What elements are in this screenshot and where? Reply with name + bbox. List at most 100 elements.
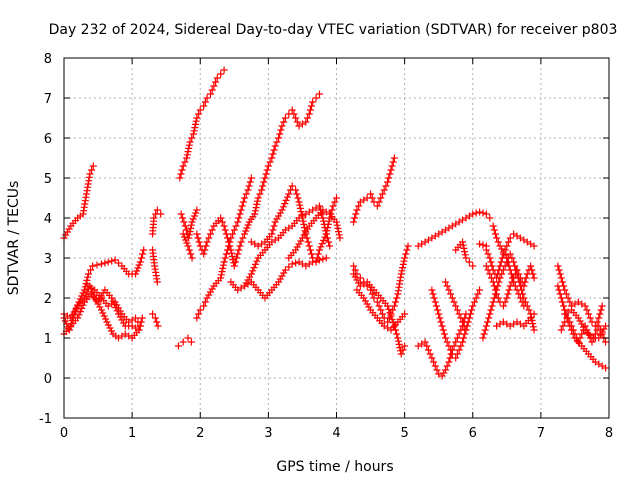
data-point bbox=[76, 308, 84, 316]
data-point bbox=[285, 190, 293, 198]
data-point bbox=[251, 210, 259, 218]
data-point bbox=[481, 326, 489, 334]
x-tick-label: 0 bbox=[60, 426, 68, 441]
data-point bbox=[187, 338, 195, 346]
data-point bbox=[241, 230, 249, 238]
data-point bbox=[273, 215, 281, 223]
data-point bbox=[99, 309, 107, 317]
data-point bbox=[192, 117, 200, 125]
data-point bbox=[505, 262, 513, 270]
data-point bbox=[222, 230, 230, 238]
data-point bbox=[462, 326, 470, 334]
data-point bbox=[520, 282, 528, 290]
data-point bbox=[288, 106, 296, 114]
data-point bbox=[479, 241, 487, 249]
y-tick-label: 4 bbox=[44, 212, 52, 227]
data-point bbox=[219, 264, 227, 272]
series-16 bbox=[241, 202, 334, 290]
data-point bbox=[482, 210, 490, 218]
data-point bbox=[459, 338, 467, 346]
data-point bbox=[281, 200, 289, 208]
data-point bbox=[442, 278, 449, 286]
data-point bbox=[65, 225, 73, 233]
data-point bbox=[298, 234, 306, 242]
data-point bbox=[244, 221, 252, 229]
data-point bbox=[116, 307, 124, 315]
data-point bbox=[153, 278, 161, 286]
series-19 bbox=[350, 154, 398, 226]
data-point bbox=[276, 130, 284, 138]
data-point bbox=[564, 294, 572, 302]
data-point bbox=[384, 302, 392, 310]
data-point bbox=[375, 198, 383, 206]
data-point bbox=[184, 242, 192, 250]
y-tick-label: 8 bbox=[44, 52, 52, 67]
data-point bbox=[191, 120, 199, 128]
data-point bbox=[203, 94, 211, 102]
data-point bbox=[132, 270, 140, 278]
y-tick-label: 2 bbox=[44, 292, 52, 307]
data-point bbox=[365, 303, 373, 311]
data-point bbox=[484, 250, 492, 258]
data-point bbox=[333, 218, 340, 226]
data-point bbox=[93, 261, 101, 269]
data-point bbox=[213, 74, 221, 82]
data-point bbox=[86, 170, 94, 178]
data-point bbox=[498, 270, 506, 278]
data-point bbox=[353, 206, 361, 214]
data-point bbox=[505, 286, 513, 294]
data-point bbox=[355, 279, 363, 287]
data-point bbox=[297, 208, 305, 216]
data-point bbox=[104, 258, 112, 266]
data-point bbox=[202, 242, 210, 250]
data-point bbox=[221, 226, 229, 234]
data-point bbox=[320, 236, 328, 244]
series-34 bbox=[554, 262, 606, 330]
data-point bbox=[196, 106, 204, 114]
data-point bbox=[479, 334, 487, 342]
data-point bbox=[177, 170, 185, 178]
data-point bbox=[63, 228, 71, 236]
data-point bbox=[208, 226, 216, 234]
data-point bbox=[269, 226, 277, 234]
data-point bbox=[135, 326, 143, 334]
data-point bbox=[302, 118, 310, 126]
data-point bbox=[304, 225, 312, 233]
data-point bbox=[244, 186, 252, 194]
data-point bbox=[382, 182, 390, 190]
data-point bbox=[236, 242, 244, 250]
data-point bbox=[503, 254, 511, 262]
data-point bbox=[479, 209, 487, 217]
data-point bbox=[516, 294, 524, 302]
series-26 bbox=[442, 278, 470, 334]
data-point bbox=[333, 221, 341, 229]
data-point bbox=[262, 170, 270, 178]
data-point bbox=[315, 202, 323, 210]
data-point bbox=[218, 218, 226, 226]
series-36 bbox=[557, 314, 610, 346]
data-point bbox=[150, 214, 158, 222]
series-13 bbox=[193, 90, 323, 270]
series-27 bbox=[452, 238, 477, 270]
series-5 bbox=[84, 282, 144, 330]
data-point bbox=[288, 182, 296, 190]
data-point bbox=[237, 238, 245, 246]
data-point bbox=[484, 318, 492, 326]
data-point bbox=[108, 327, 116, 335]
data-point bbox=[602, 364, 610, 372]
data-point bbox=[273, 138, 281, 146]
data-point bbox=[296, 201, 304, 209]
data-point bbox=[394, 337, 402, 345]
data-point bbox=[256, 190, 264, 198]
data-point bbox=[527, 314, 535, 322]
data-point bbox=[241, 282, 249, 290]
data-point bbox=[562, 290, 570, 298]
data-point bbox=[193, 230, 201, 238]
data-point bbox=[179, 214, 187, 222]
y-tick-label: 0 bbox=[44, 372, 52, 387]
axis-ticks: 0 1 2 3 4 5 6 7 8 -1 0 1 2 3 4 5 6 7 8 bbox=[39, 52, 613, 441]
data-point bbox=[243, 224, 251, 232]
data-point bbox=[133, 267, 141, 275]
data-point bbox=[557, 326, 565, 334]
data-point bbox=[324, 220, 332, 228]
